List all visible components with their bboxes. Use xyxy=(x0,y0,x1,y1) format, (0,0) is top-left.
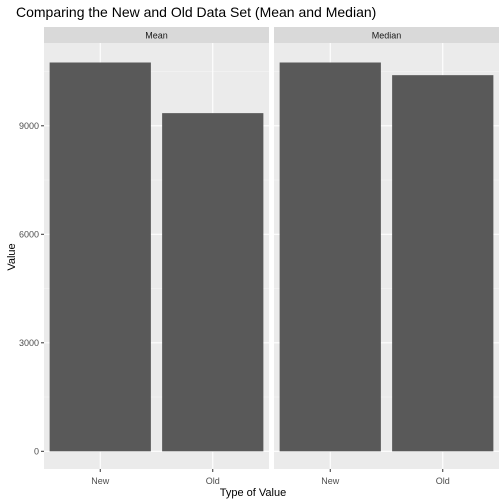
facet-strip xyxy=(274,27,499,43)
facet-strip-label: Median xyxy=(372,31,402,41)
x-tick-label: Old xyxy=(436,476,450,486)
bar-median-new xyxy=(279,62,381,452)
plot-area: Mean New Old Median New Old 0 3000 6000 9000 xyxy=(19,27,499,486)
chart-title: Comparing the New and Old Data Set (Mean… xyxy=(16,4,376,20)
y-axis-title: Value xyxy=(6,243,18,270)
bar-mean-old xyxy=(162,113,264,452)
bar-mean-new xyxy=(49,62,151,452)
y-tick-label: 6000 xyxy=(19,229,39,239)
y-tick-label: 9000 xyxy=(19,121,39,131)
x-tick-label: Old xyxy=(206,476,220,486)
bar-median-old xyxy=(392,75,494,452)
facet-strip-label: Mean xyxy=(145,31,168,41)
facet-strip xyxy=(44,27,269,43)
y-tick-label: 0 xyxy=(34,446,39,456)
x-tick-label: New xyxy=(321,476,340,486)
y-tick-label: 3000 xyxy=(19,338,39,348)
x-tick-label: New xyxy=(91,476,110,486)
x-axis-title: Type of Value xyxy=(220,487,286,499)
